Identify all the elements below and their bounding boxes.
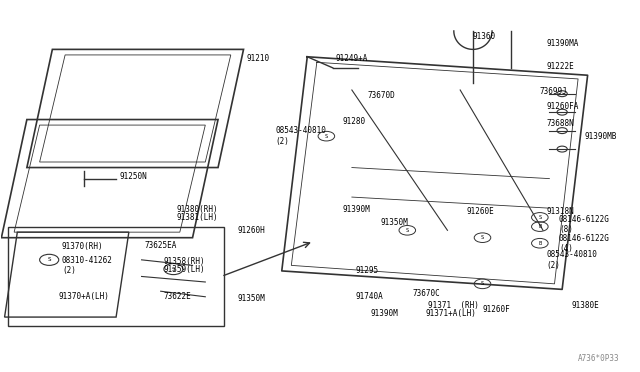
Text: S: S [481,235,484,240]
Text: 91381(LH): 91381(LH) [177,213,218,222]
Text: S: S [481,281,484,286]
Text: S: S [47,257,51,262]
Text: A736*0P33: A736*0P33 [578,354,620,363]
Text: 91318N: 91318N [546,207,574,217]
Text: 91222E: 91222E [546,61,574,71]
Text: S: S [538,215,541,220]
Text: 91358(RH): 91358(RH) [164,257,205,266]
Text: 91350M: 91350M [381,218,408,227]
Text: 91370+A(LH): 91370+A(LH) [59,292,109,301]
Text: 91260F: 91260F [483,305,510,314]
Text: 91260FA: 91260FA [546,102,579,111]
Text: 91280: 91280 [342,117,365,126]
Text: 08543-40810
(2): 08543-40810 (2) [546,250,597,270]
Text: 91390MB: 91390MB [584,132,617,141]
Text: 08310-41262
(2): 08310-41262 (2) [62,256,113,275]
Text: 91371+A(LH): 91371+A(LH) [425,309,476,318]
Text: 91390M: 91390M [342,205,370,215]
Text: S: S [325,134,328,139]
Text: 91380(RH): 91380(RH) [177,205,218,215]
Text: 91249+A: 91249+A [336,54,368,63]
Text: 73688N: 73688N [546,119,574,128]
Text: 91359(LH): 91359(LH) [164,264,205,273]
Text: S: S [172,267,175,272]
Text: 91250N: 91250N [119,172,147,181]
Text: S: S [406,228,409,233]
Text: 91260H: 91260H [237,226,265,235]
Text: 91390MA: 91390MA [546,39,579,48]
Text: 91260E: 91260E [467,207,494,217]
Text: 91371  (RH): 91371 (RH) [428,301,479,311]
Text: 91390M: 91390M [371,309,399,318]
Text: 73670D: 73670D [368,91,396,100]
Text: B: B [538,241,541,246]
Text: 91370(RH): 91370(RH) [62,243,104,251]
Text: 91350M: 91350M [237,294,265,303]
Text: 08146-6122G
(4): 08146-6122G (4) [559,234,610,253]
Text: 73625EA: 73625EA [145,241,177,250]
Text: 73622E: 73622E [164,292,191,301]
Text: 08543-40810
(2): 08543-40810 (2) [275,126,326,146]
Text: 08146-6122G
(8): 08146-6122G (8) [559,215,610,234]
Text: 73670C: 73670C [412,289,440,298]
Text: 91380E: 91380E [572,301,600,311]
Text: 91740A: 91740A [355,292,383,301]
Text: B: B [538,224,541,229]
Text: 91360: 91360 [473,32,496,41]
Text: 91295: 91295 [355,266,378,275]
Text: 73699J: 73699J [540,87,568,96]
Text: 91210: 91210 [246,54,270,63]
